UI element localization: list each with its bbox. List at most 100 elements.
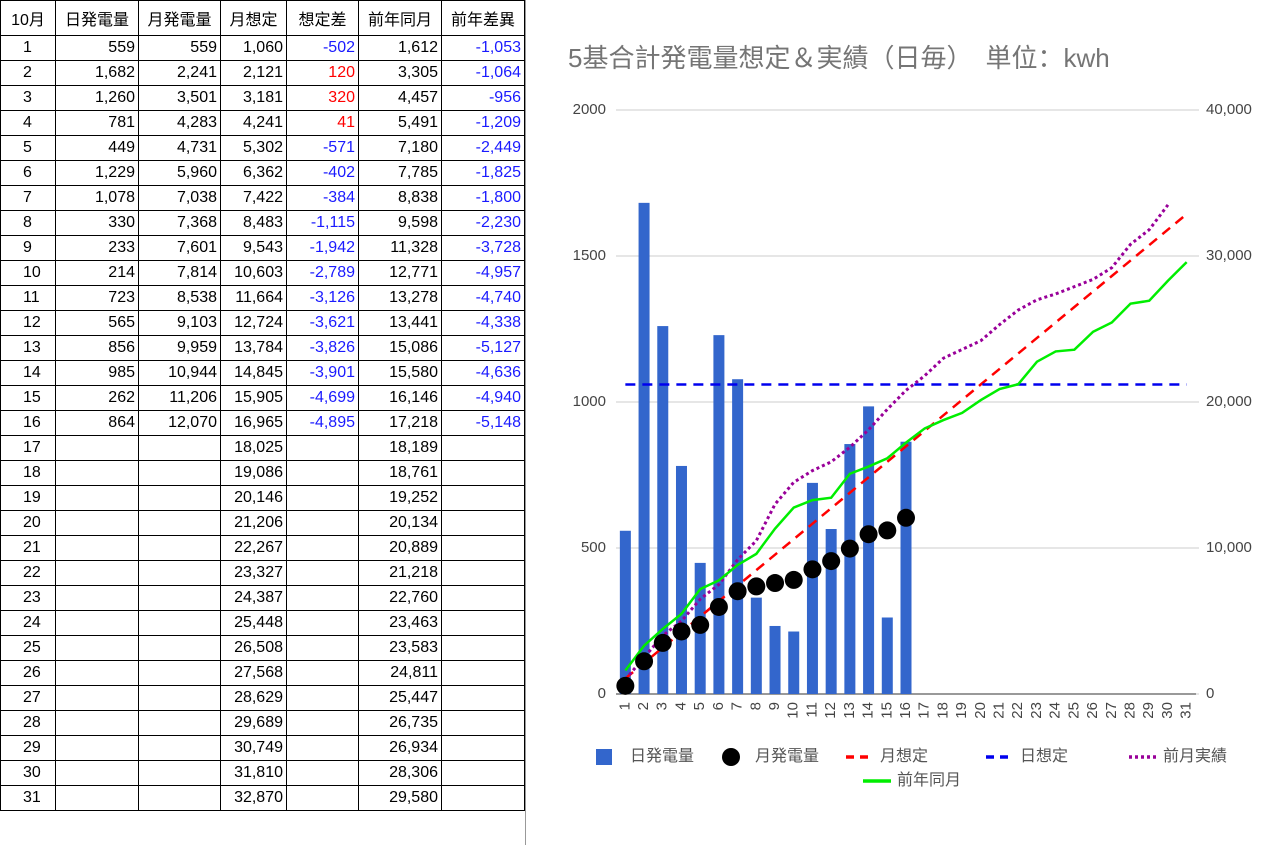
- header-cell: 月想定: [220, 0, 287, 36]
- table-cell: -4,636: [441, 360, 525, 386]
- bar: [675, 465, 687, 694]
- table-cell: 19,086: [220, 460, 287, 486]
- table-row: 27 28,629 25,447: [0, 685, 525, 711]
- x-tick-label: 20: [972, 702, 989, 719]
- x-tick-label: 9: [766, 702, 783, 710]
- table-cell: [286, 610, 359, 636]
- table-cell: 11,328: [358, 235, 442, 261]
- table-cell: [55, 760, 139, 786]
- header-cell: 日発電量: [55, 0, 139, 36]
- bar: [806, 482, 818, 694]
- y-tick-label: 2000: [573, 101, 606, 118]
- table-cell: 1,060: [220, 35, 287, 61]
- y-tick-label: 500: [581, 539, 606, 556]
- table-cell: 8: [0, 210, 56, 236]
- table-cell: 13,278: [358, 285, 442, 311]
- x-tick-label: 22: [1009, 702, 1026, 719]
- table-cell: [286, 685, 359, 711]
- header-row: 10月 日発電量 月発電量 月想定 想定差 前年同月 前年差異: [0, 0, 525, 36]
- table-cell: -4,957: [441, 260, 525, 286]
- table-cell: 11,664: [220, 285, 287, 311]
- table-cell: 21,206: [220, 510, 287, 536]
- table-cell: 25,447: [358, 685, 442, 711]
- table-cell: 8,538: [138, 285, 221, 311]
- bar: [900, 441, 912, 694]
- bar: [863, 406, 875, 694]
- table-cell: 27: [0, 685, 56, 711]
- table-cell: -1,115: [286, 210, 359, 236]
- table-cell: [441, 660, 525, 686]
- x-tick-label: 15: [878, 702, 895, 719]
- x-tick-label: 24: [1047, 702, 1064, 719]
- table-cell: 1,682: [55, 60, 139, 86]
- table-cell: [286, 460, 359, 486]
- table-row: 26 27,568 24,811: [0, 660, 525, 686]
- table-row: 28 29,689 26,735: [0, 710, 525, 736]
- table-cell: 15,580: [358, 360, 442, 386]
- table-cell: [138, 660, 221, 686]
- table-cell: -4,895: [286, 410, 359, 436]
- table-cell: 4: [0, 110, 56, 136]
- table-cell: [138, 610, 221, 636]
- table-cell: [441, 635, 525, 661]
- table-cell: 31,810: [220, 760, 287, 786]
- bar: [713, 335, 725, 694]
- dot: [728, 582, 747, 601]
- legend-label: 前月実績: [1163, 747, 1227, 765]
- table-cell: [286, 485, 359, 511]
- table-cell: [441, 485, 525, 511]
- table-cell: 26: [0, 660, 56, 686]
- table-cell: 30,749: [220, 735, 287, 761]
- table-cell: [55, 710, 139, 736]
- table-row: 31 32,870 29,580: [0, 785, 525, 811]
- table-cell: 120: [286, 60, 359, 86]
- table-cell: 20,146: [220, 485, 287, 511]
- table-row: 14 985 10,944 14,845 -3,901 15,580 -4,636: [0, 360, 525, 386]
- table-cell: 23: [0, 585, 56, 611]
- table-cell: 1,078: [55, 185, 139, 211]
- bar: [638, 202, 650, 694]
- bar: [844, 444, 856, 694]
- table-cell: [55, 560, 139, 586]
- table-cell: [441, 785, 525, 811]
- table-cell: [138, 485, 221, 511]
- table-cell: -384: [286, 185, 359, 211]
- table-cell: -4,940: [441, 385, 525, 411]
- table-cell: 11: [0, 285, 56, 311]
- table-cell: 18,189: [358, 435, 442, 461]
- header-cell: 前年差異: [441, 0, 525, 36]
- table-cell: 13,441: [358, 310, 442, 336]
- table-cell: 28,306: [358, 760, 442, 786]
- table-cell: -3,126: [286, 285, 359, 311]
- table-cell: 19: [0, 485, 56, 511]
- dot: [672, 622, 691, 641]
- table-cell: 7,601: [138, 235, 221, 261]
- table-cell: [138, 635, 221, 661]
- table-cell: 5,960: [138, 160, 221, 186]
- table-cell: [55, 510, 139, 536]
- table-cell: [55, 660, 139, 686]
- table-cell: 233: [55, 235, 139, 261]
- table-cell: 262: [55, 385, 139, 411]
- table-row: 24 25,448 23,463: [0, 610, 525, 636]
- table-cell: 7,038: [138, 185, 221, 211]
- dot: [897, 508, 915, 527]
- y2-tick-label: 20,000: [1206, 393, 1252, 410]
- table-cell: 26,508: [220, 635, 287, 661]
- x-tick-label: 18: [934, 702, 951, 719]
- table-cell: [441, 585, 525, 611]
- table-row: 9 233 7,601 9,543 -1,942 11,328 -3,728: [0, 235, 525, 261]
- table-cell: [55, 685, 139, 711]
- table-row: 7 1,078 7,038 7,422 -384 8,838 -1,800: [0, 185, 525, 211]
- table-cell: 449: [55, 135, 139, 161]
- table-cell: 5,491: [358, 110, 442, 136]
- x-tick-label: 25: [1065, 702, 1082, 719]
- legend-label: 月想定: [880, 747, 928, 765]
- table-row: 10 214 7,814 10,603 -2,789 12,771 -4,957: [0, 260, 525, 286]
- table-cell: 15: [0, 385, 56, 411]
- table-cell: -2,449: [441, 135, 525, 161]
- table-cell: 14,845: [220, 360, 287, 386]
- table-row: 20 21,206 20,134: [0, 510, 525, 536]
- table-cell: 1,229: [55, 160, 139, 186]
- legend-label: 前年同月: [897, 771, 961, 789]
